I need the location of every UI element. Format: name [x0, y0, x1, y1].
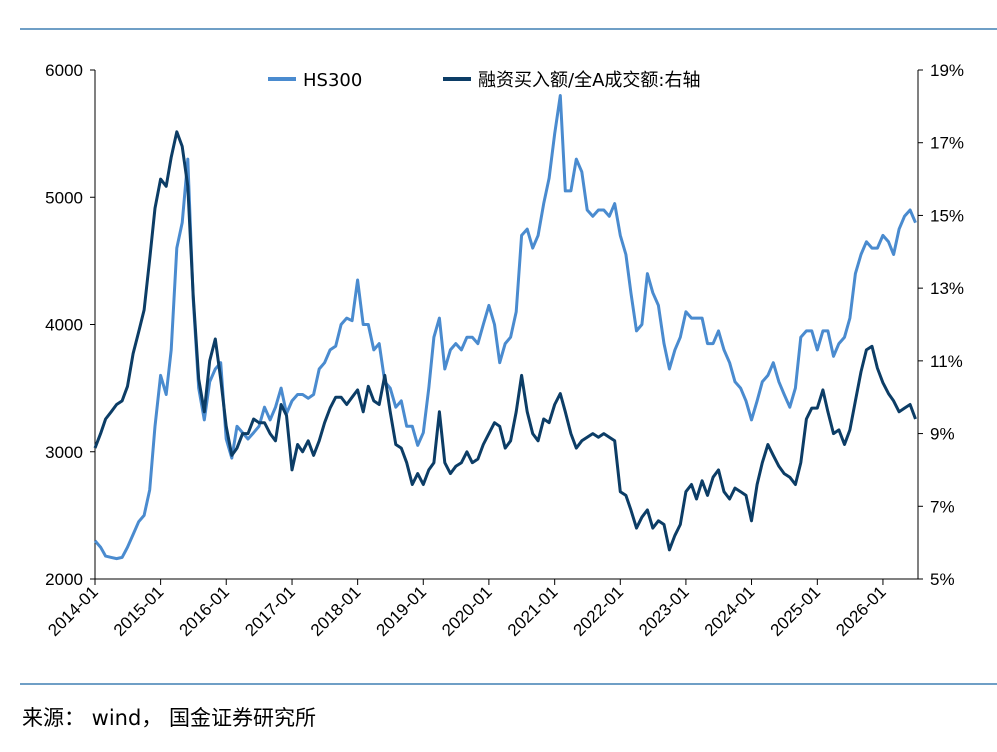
legend: HS300 融资买入额/全A成交额:右轴 [268, 70, 700, 91]
x-tick-label: 2026-01 [832, 582, 890, 640]
legend-label-margin-ratio: 融资买入额/全A成交额:右轴 [478, 70, 700, 91]
right-y-tick-label: 17% [930, 134, 964, 153]
top-rule [20, 28, 997, 30]
x-tick-label: 2024-01 [701, 582, 759, 640]
x-tick-label: 2019-01 [373, 582, 431, 640]
x-tick-label: 2018-01 [307, 582, 365, 640]
right-y-tick-label: 13% [930, 279, 964, 298]
source-note: 来源： wind， 国金证券研究所 [22, 706, 316, 730]
right-y-tick-label: 7% [930, 497, 955, 516]
x-tick-label: 2015-01 [110, 582, 168, 640]
x-tick-label: 2022-01 [570, 582, 628, 640]
x-tick-label: 2016-01 [176, 582, 234, 640]
series-line-hs300 [93, 94, 917, 561]
x-tick-label: 2023-01 [635, 582, 693, 640]
x-tick-label: 2020-01 [438, 582, 496, 640]
dual-axis-line-chart: 2000 3000 4000 5000 6000 5% 7% 9% 11% 13% 15% 17% 19… [44, 61, 964, 640]
right-y-tick-label: 5% [930, 570, 955, 589]
legend-label-hs300: HS300 [303, 70, 362, 91]
right-y-tick-label: 15% [930, 206, 964, 225]
x-tick-label: 2021-01 [504, 582, 562, 640]
right-y-tick-label: 9% [930, 425, 955, 444]
left-y-tick-label: 5000 [45, 188, 83, 207]
right-y-tick-label: 11% [930, 352, 963, 371]
left-y-tick-label: 2000 [45, 570, 83, 589]
x-tick-label: 2017-01 [241, 582, 299, 640]
bottom-rule [20, 683, 997, 685]
right-y-tick-label: 19% [930, 61, 964, 80]
left-y-tick-label: 6000 [45, 61, 83, 80]
series-line-margin-ratio [93, 130, 917, 552]
x-tick-label: 2014-01 [44, 582, 102, 640]
x-tick-label: 2025-01 [767, 582, 825, 640]
left-y-tick-label: 4000 [45, 316, 83, 335]
left-y-tick-label: 3000 [45, 443, 83, 462]
series-layer [93, 94, 917, 561]
